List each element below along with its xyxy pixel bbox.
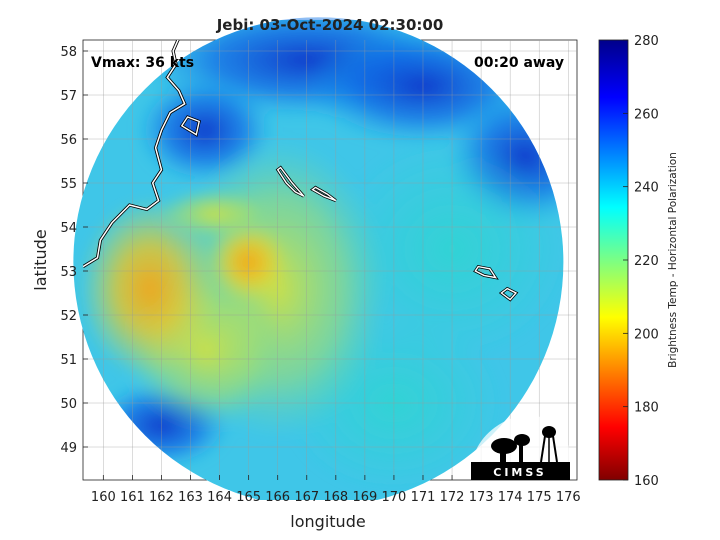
x-tick-label-171: 171 [411, 490, 436, 505]
colorbar-tick-label-220: 220 [634, 254, 659, 269]
cimss-logo: CIMSS [471, 415, 570, 480]
y-tick-label-56: 56 [60, 133, 77, 148]
x-tick-label-169: 169 [352, 490, 377, 505]
coastlines [83, 40, 519, 302]
x-tick-label-176: 176 [556, 490, 581, 505]
gridlines [83, 40, 577, 480]
y-tick-label-57: 57 [60, 89, 77, 104]
island-4 [500, 287, 518, 301]
field-cell-9 [79, 198, 220, 379]
island-3 [474, 265, 498, 279]
y-axis-ticks: 49 50 51 52 53 54 55 56 57 58 [60, 45, 88, 456]
colorbar-tick-label-280: 280 [634, 34, 659, 49]
x-tick-label-161: 161 [120, 490, 145, 505]
x-tick-label-160: 160 [91, 490, 116, 505]
colorbar-tick-label-160: 160 [634, 474, 659, 489]
x-tick-label-173: 173 [469, 490, 494, 505]
x-tick-label-172: 172 [440, 490, 465, 505]
vmax-annotation: Vmax: 36 kts [91, 55, 194, 71]
x-tick-label-167: 167 [294, 490, 319, 505]
colorbar-label: Brightness Temp - Horizontal Polarizatio… [667, 152, 679, 368]
island-1 [311, 186, 337, 202]
coastline-kamchatka [83, 40, 186, 268]
time-away-annotation: 00:20 away [474, 55, 564, 71]
y-tick-label-58: 58 [60, 45, 77, 60]
y-tick-label-55: 55 [60, 177, 77, 192]
x-tick-label-164: 164 [207, 490, 232, 505]
y-tick-label-54: 54 [60, 221, 77, 236]
y-tick-label-50: 50 [60, 397, 77, 412]
x-tick-label-163: 163 [178, 490, 203, 505]
colorbar-tick-label-180: 180 [634, 401, 659, 416]
x-tick-label-165: 165 [236, 490, 261, 505]
island-2 [180, 116, 201, 136]
x-tick-label-174: 174 [498, 490, 523, 505]
brightness-temperature-swath [73, 17, 564, 500]
colorbar-tick-label-200: 200 [634, 327, 659, 342]
y-tick-label-51: 51 [60, 353, 77, 368]
x-axis-label: longitude [290, 512, 365, 531]
cimss-logo-text: CIMSS [493, 466, 546, 479]
y-tick-label-52: 52 [60, 309, 77, 324]
x-tick-label-166: 166 [265, 490, 290, 505]
y-axis-label: latitude [31, 229, 50, 290]
x-tick-label-168: 168 [323, 490, 348, 505]
colorbar: 160 180 200 220 240 260 280 Brightness Temp - … [598, 34, 679, 489]
y-tick-label-53: 53 [60, 265, 77, 280]
y-tick-label-49: 49 [60, 441, 77, 456]
field-cell-11 [153, 188, 274, 239]
x-axis-ticks: 160 161 162 163 164 165 166 167 168 169 170 171 172 1… [91, 475, 581, 505]
x-tick-label-162: 162 [149, 490, 174, 505]
x-tick-label-170: 170 [382, 490, 407, 505]
x-tick-label-175: 175 [527, 490, 552, 505]
colorbar-tick-label-260: 260 [634, 107, 659, 122]
colorbar-tick-label-240: 240 [634, 181, 659, 196]
island-0 [276, 166, 305, 197]
chart-title: Jebi: 03-Oct-2024 02:30:00 [216, 16, 444, 34]
